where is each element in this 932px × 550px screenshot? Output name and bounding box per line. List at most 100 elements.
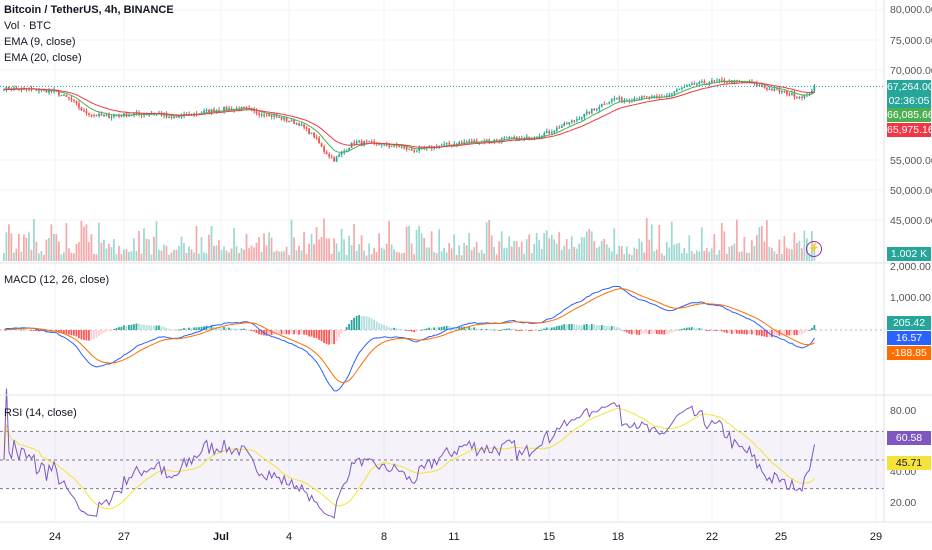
macd-bar: [355, 316, 358, 330]
candle-body: [298, 123, 300, 126]
candle-body: [258, 113, 260, 115]
volume-bar: [530, 253, 533, 261]
macd-bar: [803, 330, 806, 333]
volume-bar: [713, 234, 716, 261]
volume-bar: [268, 232, 270, 261]
macd-bar: [550, 327, 553, 330]
volume-bar: [565, 239, 568, 261]
volume-bar: [645, 218, 648, 261]
volume-bar: [715, 254, 718, 261]
candle-body: [340, 152, 343, 155]
volume-bar: [375, 251, 378, 261]
indicator-vol[interactable]: Vol · BTC: [4, 20, 52, 32]
volume-bar: [135, 251, 138, 261]
indicator-ema9[interactable]: EMA (9, close): [4, 36, 76, 48]
macd-bar: [810, 327, 813, 330]
macd-bar: [473, 327, 476, 330]
macd-bar: [533, 330, 536, 331]
candle-body: [565, 123, 568, 125]
macd-bar: [293, 330, 295, 335]
volume-bar: [270, 237, 273, 261]
macd-bar: [20, 329, 23, 331]
macd-bar: [603, 325, 606, 330]
price-tick: 50,000.00: [890, 185, 932, 197]
macd-bar: [178, 329, 180, 331]
macd-bar: [658, 330, 661, 335]
macd-bar: [160, 326, 163, 330]
volume-bar: [598, 246, 601, 261]
candle-body: [88, 113, 90, 115]
macd-bar: [75, 330, 78, 337]
macd-bar: [385, 326, 388, 330]
indicator-rsi[interactable]: RSI (14, close): [4, 407, 77, 419]
volume-bar: [590, 231, 593, 261]
ema9-tag: 66,085.66: [887, 108, 932, 122]
candle-body: [615, 98, 618, 100]
volume-bar: [443, 247, 446, 261]
candle-body: [668, 94, 671, 96]
volume-bar: [693, 253, 696, 261]
volume-bar: [730, 245, 733, 261]
volume-bar: [763, 241, 766, 261]
candle-body: [780, 91, 783, 93]
macd-bar: [440, 326, 443, 330]
volume-bar: [180, 236, 183, 261]
macd-bar: [530, 330, 533, 331]
volume-bar: [200, 237, 203, 261]
macd-bar: [805, 330, 808, 332]
volume-bar: [215, 245, 218, 261]
volume-bar: [158, 249, 160, 261]
volume-bar: [343, 239, 345, 261]
macd-bar: [358, 315, 360, 330]
macd-line: [3, 285, 815, 392]
macd-bar: [305, 330, 308, 335]
volume-bar: [663, 255, 666, 261]
macd-bar: [528, 330, 531, 331]
volume-bar: [113, 239, 115, 261]
volume-bar: [615, 254, 618, 261]
candle-body: [333, 157, 335, 162]
alert-lightning-icon[interactable]: ⚡: [806, 241, 822, 257]
volume-bar: [10, 233, 13, 261]
candle-body: [355, 141, 358, 144]
macd-bar: [665, 330, 668, 335]
volume-bar: [308, 243, 310, 261]
macd-bar: [378, 323, 380, 330]
volume-bar: [643, 252, 646, 261]
candle-body: [513, 137, 516, 139]
macd-bar: [165, 328, 168, 330]
macd-bar: [513, 328, 516, 330]
macd-bar: [333, 330, 335, 345]
candle-body: [655, 95, 658, 97]
volume-bar: [748, 252, 751, 261]
macd-bar: [218, 327, 220, 330]
macd-bar: [18, 329, 20, 331]
time-tick: Jul: [213, 531, 229, 543]
volume-bar: [148, 239, 150, 261]
volume-bar: [333, 238, 335, 261]
macd-bar: [405, 330, 408, 331]
indicator-macd[interactable]: MACD (12, 26, close): [4, 274, 110, 286]
indicator-ema20[interactable]: EMA (20, close): [4, 52, 82, 64]
candle-body: [613, 98, 616, 100]
candle-body: [290, 120, 293, 122]
macd-bar: [523, 330, 526, 331]
volume-bar: [108, 243, 110, 261]
macd-bar: [175, 329, 178, 331]
volume-bar: [163, 244, 165, 261]
macd-bar: [585, 324, 588, 330]
symbol-title[interactable]: Bitcoin / TetherUS, 4h, BINANCE: [4, 4, 174, 16]
volume-bar: [305, 253, 308, 261]
volume-bar: [623, 253, 626, 261]
volume-bar: [733, 243, 736, 261]
volume-bar: [480, 249, 483, 261]
macd-bar: [58, 330, 60, 333]
candle-body: [313, 132, 315, 138]
ema20-line: [3, 82, 815, 148]
volume-bar: [23, 234, 25, 261]
macd-bar: [493, 329, 496, 331]
macd-bar: [563, 324, 566, 330]
candle-body: [645, 96, 648, 98]
macd-bar: [193, 327, 195, 330]
